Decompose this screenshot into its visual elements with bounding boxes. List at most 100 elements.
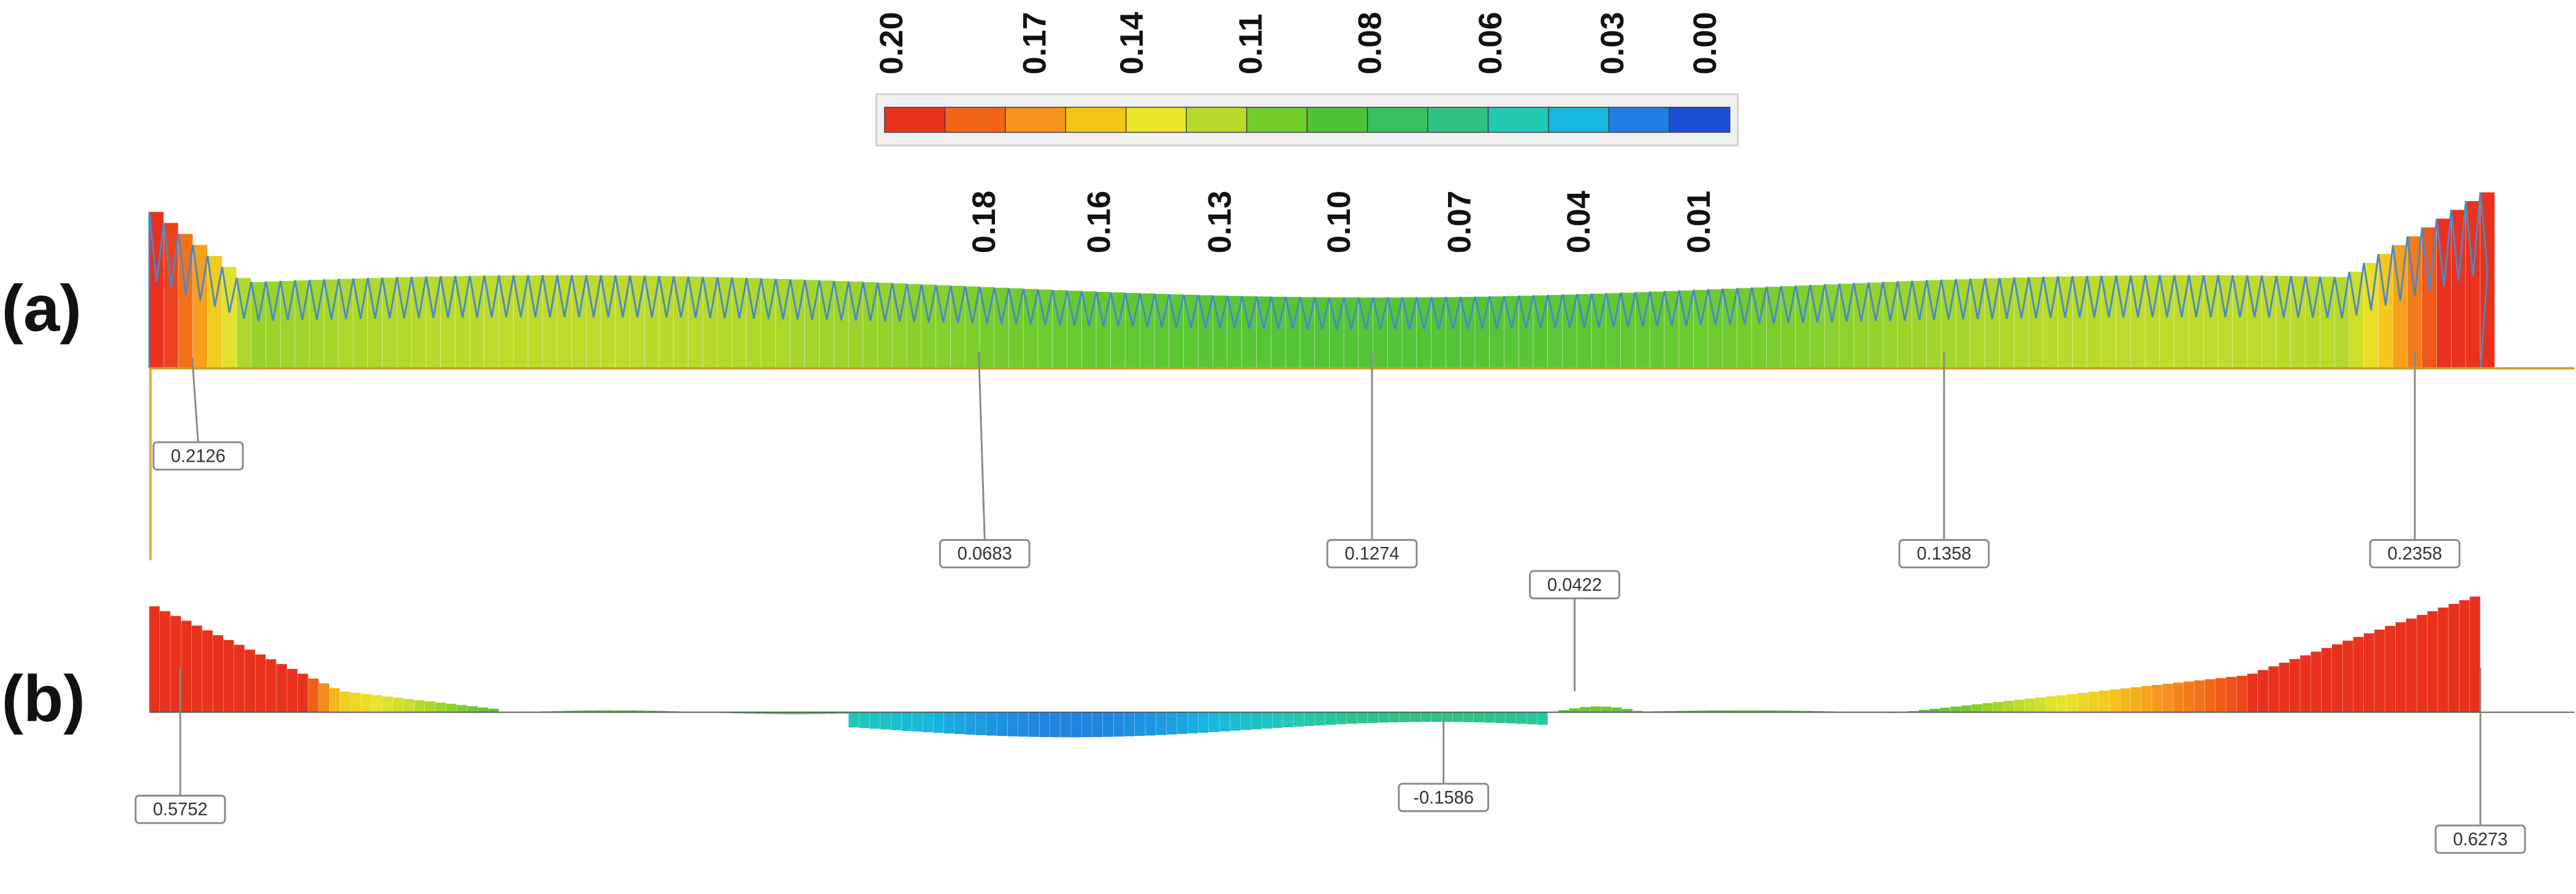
callout-value: 0.0683 [958, 544, 1012, 564]
profile-b-bar [1781, 710, 1792, 713]
profile-b-bar [1569, 708, 1580, 713]
colorbar-cell [1126, 107, 1187, 133]
callout-value: 0.1358 [1917, 544, 1972, 564]
profile-b-bar [626, 710, 637, 713]
profile-b-bar [1431, 712, 1442, 722]
profile-b-bar [255, 654, 266, 713]
profile-b-bar [1166, 712, 1177, 735]
profile-b-bar [446, 703, 457, 713]
profile-b-bar [372, 695, 383, 713]
profile-b-bar [1505, 712, 1516, 724]
profile-b-bar [308, 678, 319, 713]
profile-b-bar [1463, 712, 1474, 722]
profile-b-bar [1940, 708, 1951, 713]
profile-b-bar [2331, 644, 2342, 713]
profile-b-bar [1633, 711, 1644, 713]
profile-b-bar [424, 701, 435, 713]
profile-b-bar [912, 712, 923, 732]
profile-b-bar [1961, 705, 1972, 713]
profile-b-bar [1685, 711, 1696, 713]
profile-b-bar [2003, 700, 2014, 713]
callout-value: 0.2126 [171, 446, 226, 466]
profile-b-bar [955, 712, 966, 735]
profile-b-bar [2395, 622, 2406, 713]
profile-b-bar [202, 630, 213, 713]
colorbar-top-label: 0.06 [1473, 12, 1509, 74]
callout-value: 0.5752 [153, 800, 207, 820]
profile-b-bar [1208, 712, 1219, 732]
colorbar-cell [1487, 107, 1550, 133]
profile-b-bar [2427, 611, 2438, 713]
colorbar-cell [1366, 107, 1429, 133]
colorbar-cell [1548, 107, 1610, 133]
profile-b-bar [2162, 684, 2173, 713]
profile-b-bar [933, 712, 944, 733]
profile-b-bar [2215, 678, 2226, 713]
profile-b-bar [287, 668, 298, 713]
colorbar-top-label: 0.03 [1595, 12, 1631, 74]
profile-b-bar [1770, 710, 1781, 713]
profile-b-bar [1325, 712, 1336, 725]
profile-b-bar [276, 664, 287, 713]
value-callout: 0.2358 [2369, 351, 2461, 568]
profile-b-bar [1378, 712, 1389, 723]
profile-b-bar [2279, 662, 2290, 713]
profile-b-bar [1516, 712, 1527, 724]
value-callout: -0.1586 [1398, 718, 1490, 812]
profile-a-outline [148, 192, 2489, 369]
callout-value: 0.0422 [1547, 575, 1602, 595]
profile-b-bar [1060, 712, 1071, 738]
profile-b-bar [319, 683, 329, 713]
profile-b-bar [562, 711, 573, 713]
colorbar-mid-label: 0.16 [1081, 191, 1117, 253]
profile-b-bar [2448, 603, 2460, 713]
profile-b-bar [848, 712, 859, 728]
profile-b-bar [1526, 712, 1538, 725]
callouts-a: 0.2126 0.0683 0.1274 0.1358 0.2358 [152, 351, 2461, 568]
profile-b-bar [350, 692, 361, 713]
profile-b-bar [1675, 711, 1686, 713]
profile-b-bar [1050, 712, 1061, 738]
profile-b-bar [774, 712, 785, 714]
profile-b-bar [1728, 710, 1739, 713]
profile-b-bar [1590, 706, 1601, 713]
colorbar-top-label: 0.08 [1352, 12, 1389, 74]
colorbar-mid-label: 0.10 [1321, 191, 1357, 253]
callout-leader [978, 351, 986, 540]
callouts-b: 0.5752 0.0422 -0.1586 0.6273 [134, 570, 2526, 854]
profile-a [148, 192, 2495, 369]
profile-b-bar [2173, 682, 2184, 713]
profile-b-bar [1717, 710, 1728, 713]
profile-b-bar [1240, 712, 1251, 730]
colorbar-cell [884, 107, 946, 133]
profile-b-bar [1177, 712, 1187, 734]
colorbar-cell [944, 107, 1007, 133]
colorbar-cell [1246, 107, 1308, 133]
profile-b-bar [891, 712, 902, 730]
profile-b [149, 596, 2480, 738]
value-callout: 0.0683 [939, 351, 1031, 568]
profile-b-bar [1739, 710, 1750, 713]
colorbar-mid-label: 0.13 [1202, 191, 1238, 253]
profile-b-bar [880, 712, 891, 730]
profile-b-bar [1368, 712, 1379, 724]
profile-b-bar [1918, 709, 1929, 713]
profile-b-bar [1400, 712, 1410, 722]
profile-b-bar [2321, 648, 2332, 713]
profile-b-bar [1336, 712, 1347, 725]
profile-b-bar [965, 712, 976, 735]
colorbar-cell [1065, 107, 1127, 133]
profile-b-bar [2035, 697, 2046, 713]
callout-value: -0.1586 [1413, 788, 1474, 808]
profile-b-bar [2258, 670, 2268, 713]
callout-box [2434, 824, 2526, 854]
value-callout: 0.6273 [2434, 667, 2526, 854]
profile-b-bar [2311, 651, 2322, 713]
profile-b-bar [1707, 710, 1718, 713]
profile-b-bar [2204, 679, 2216, 713]
colorbar-cell [1186, 107, 1248, 133]
profile-b-bar [2120, 688, 2131, 713]
profile-b-bar [573, 710, 584, 713]
profile-b-bar [2353, 636, 2364, 713]
